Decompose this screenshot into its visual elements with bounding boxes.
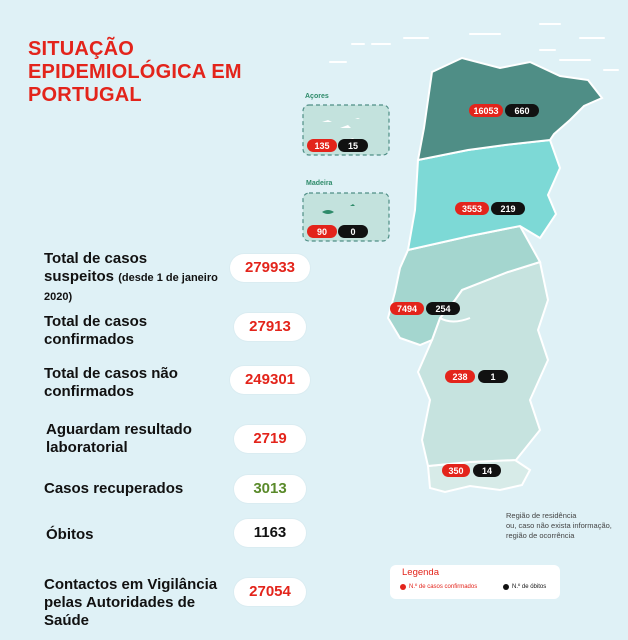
stat-confirmed-value: 27913 <box>234 313 306 341</box>
madeira-deaths: 0 <box>350 227 355 237</box>
centro-cases: 3553 <box>462 204 482 214</box>
stat-recovered-label: Casos recuperados <box>44 480 184 497</box>
norte-cases: 16053 <box>473 106 498 116</box>
stat-suspected-value: 279933 <box>230 254 310 282</box>
stat-awaiting-label: Aguardam resultado laboratorial <box>46 421 192 456</box>
madeira-cases: 90 <box>317 227 327 237</box>
norte-cases-pill <box>469 104 503 117</box>
stat-suspected-label: Total de casos suspeitos (desde 1 de jan… <box>44 250 218 303</box>
madeira-label: Madeira <box>306 180 333 187</box>
stat-not-confirmed-label: Total de casos não confirmados <box>44 365 178 400</box>
stat-confirmed-label: Total de casos confirmados <box>44 313 148 348</box>
page-title: SITUAÇÃO EPIDEMIOLÓGICA EM PORTUGAL <box>28 38 242 106</box>
algarve-cases-pill <box>442 464 470 477</box>
acores-cases: 135 <box>314 141 329 151</box>
stat-contacts-label: Contactos em Vigilância pelas Autoridades… <box>44 576 218 629</box>
stat-recovered-value: 3013 <box>234 475 306 503</box>
algarve-cases: 350 <box>448 466 463 476</box>
legend-title: Legenda <box>402 567 439 578</box>
stat-not-confirmed-value: 249301 <box>230 366 310 394</box>
legend-deaths: N.º de óbitos <box>503 584 546 590</box>
stat-suspected-note: (desde 1 de janeiro <box>118 272 218 284</box>
lisboa-deaths-pill <box>426 302 460 315</box>
stat-deaths-label: Óbitos <box>46 526 94 543</box>
legend-cases: N.º de casos confirmados <box>400 584 477 590</box>
acores-cases-pill <box>307 139 337 152</box>
algarve-deaths: 14 <box>482 466 492 476</box>
norte-deaths-pill <box>505 104 539 117</box>
madeira-inset: Madeira 90 0 <box>302 180 390 242</box>
algarve-deaths-pill <box>473 464 501 477</box>
stat-awaiting-value: 2719 <box>234 425 306 453</box>
map-note: Região de residência ou, caso não exista… <box>506 511 612 540</box>
decorative-lines <box>329 23 619 71</box>
acores-label: Açores <box>305 93 329 100</box>
alentejo-deaths-pill <box>478 370 508 383</box>
lisboa-deaths: 254 <box>435 304 450 314</box>
madeira-cases-pill <box>307 225 337 238</box>
alentejo-cases: 238 <box>452 372 467 382</box>
acores-inset: Açores 135 15 <box>302 93 390 156</box>
centro-cases-pill <box>455 202 489 215</box>
alentejo-cases-pill <box>445 370 475 383</box>
lisboa-cases: 7494 <box>397 304 417 314</box>
stat-contacts-value: 27054 <box>234 578 306 606</box>
centro-deaths: 219 <box>500 204 515 214</box>
legend: Legenda N.º de casos confirmados N.º de … <box>390 565 560 599</box>
madeira-deaths-pill <box>338 225 368 238</box>
centro-deaths-pill <box>491 202 525 215</box>
lisboa-cases-pill <box>390 302 424 315</box>
norte-deaths: 660 <box>514 106 529 116</box>
acores-deaths: 15 <box>348 141 358 151</box>
alentejo-deaths: 1 <box>490 372 495 382</box>
red-dot-icon <box>400 584 406 590</box>
black-dot-icon <box>503 584 509 590</box>
stat-deaths-value: 1163 <box>234 519 306 547</box>
acores-deaths-pill <box>338 139 368 152</box>
